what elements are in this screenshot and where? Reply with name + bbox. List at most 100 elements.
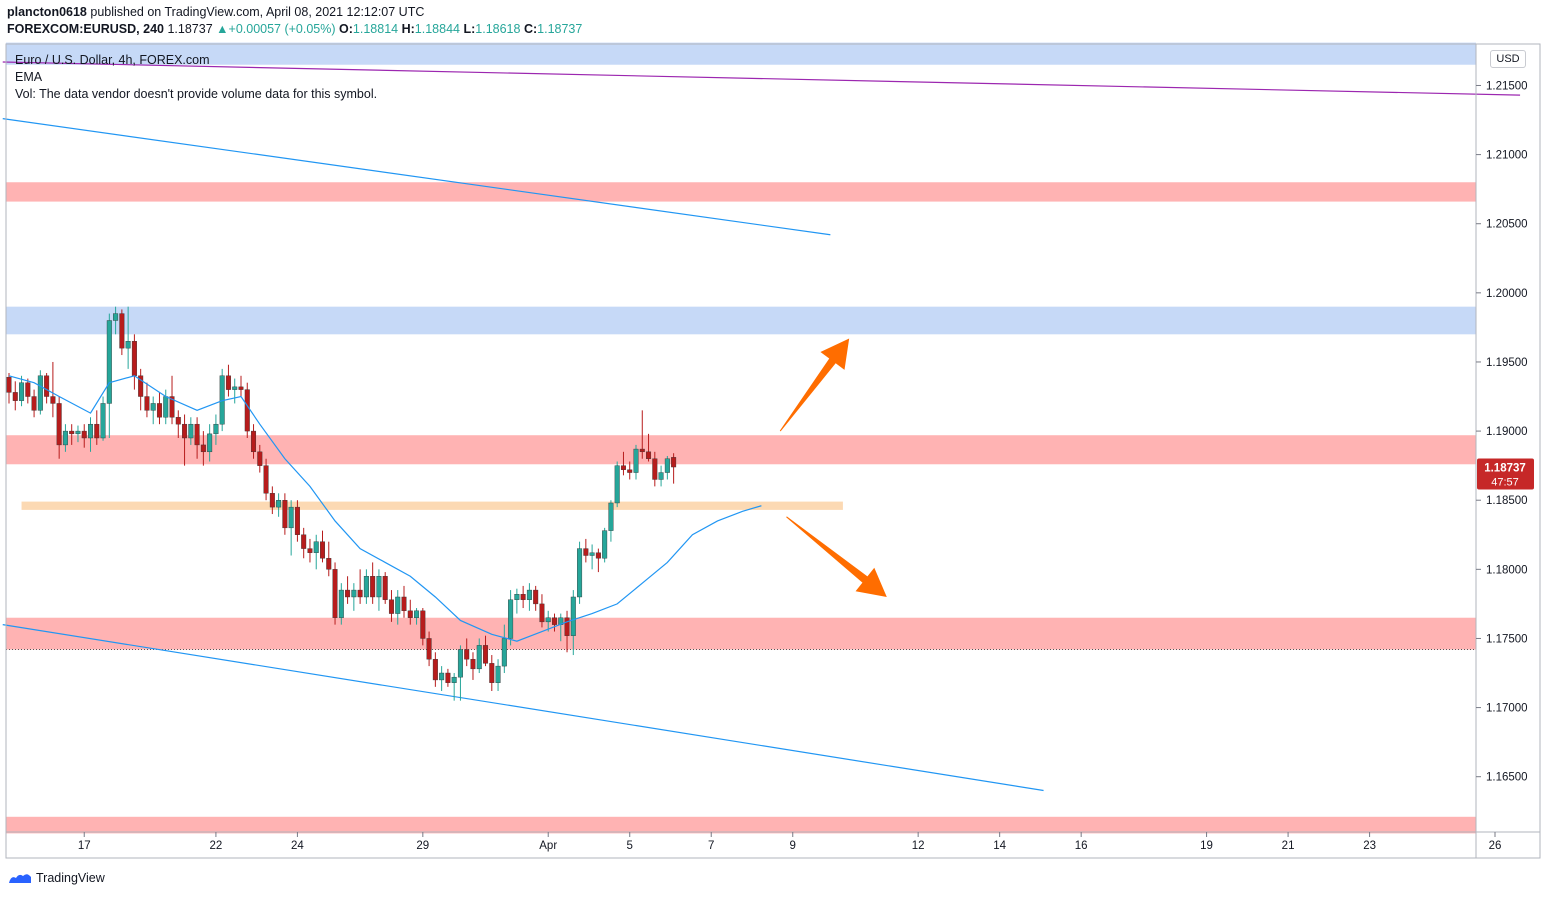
candle-body <box>150 403 156 411</box>
candle-body <box>501 638 507 667</box>
time-tick-label: 16 <box>1075 840 1088 852</box>
candle-body <box>338 589 344 618</box>
candle-body <box>658 472 664 480</box>
close-value: 1.18737 <box>537 22 583 36</box>
arrow-layer <box>779 338 887 597</box>
time-tick-label: 19 <box>1200 840 1213 852</box>
candle-body <box>81 430 87 439</box>
price-tick-label: 1.17500 <box>1486 633 1528 645</box>
candle-body <box>370 576 376 598</box>
candle-body <box>476 645 482 670</box>
candle-body <box>533 589 539 605</box>
candle-body <box>420 610 426 639</box>
candle-body <box>357 589 363 598</box>
time-tick-label: 29 <box>416 840 429 852</box>
candle-body <box>577 548 583 598</box>
legend-volume: Vol: The data vendor doesn't provide vol… <box>15 87 378 101</box>
price-tick-label: 1.17000 <box>1486 703 1528 715</box>
candle-body <box>627 469 633 473</box>
chart-frame <box>5 43 1541 859</box>
legend-ema[interactable]: EMA <box>15 70 43 84</box>
candle-body <box>508 599 514 639</box>
publisher-name[interactable]: plancton0618 <box>7 5 87 19</box>
red-zone-5[interactable] <box>6 617 1476 650</box>
candle-body <box>395 596 401 614</box>
footer-brand[interactable]: TradingView <box>8 871 105 885</box>
arrow-down-icon[interactable] <box>786 516 887 597</box>
red-zone-1[interactable] <box>6 182 1476 202</box>
price-tick-label: 1.18000 <box>1486 564 1528 576</box>
orange-zone-4[interactable] <box>21 501 843 510</box>
price-axis: 1.16500 1.17000 1.17500 1.18000 1.18500 1.190… <box>1476 80 1528 784</box>
chart-border <box>5 43 1541 859</box>
time-tick-label: 26 <box>1489 840 1502 852</box>
candle-layer <box>6 306 677 701</box>
candle-body <box>188 423 194 439</box>
candle-body <box>583 548 589 556</box>
blue-trendline-1[interactable] <box>2 118 831 236</box>
candle-body <box>207 433 213 453</box>
last-price-tag: 1.18737 47:57 <box>1477 458 1534 490</box>
candle-body <box>288 506 294 529</box>
candle-body <box>25 382 31 397</box>
candle-body <box>495 665 501 683</box>
low-label: L: <box>463 22 476 36</box>
candle-body <box>119 313 125 349</box>
blue-zone-2[interactable] <box>6 306 1476 335</box>
time-tick-label: 9 <box>790 840 796 852</box>
blue-zone-0[interactable] <box>6 42 1476 65</box>
candle-body <box>307 548 313 553</box>
candle-body <box>539 603 545 623</box>
candle-body <box>56 403 62 446</box>
time-tick-label: 22 <box>210 840 223 852</box>
price-tick-label: 1.18500 <box>1486 495 1528 507</box>
candle-body <box>564 617 570 636</box>
candle-body <box>200 444 206 453</box>
candle-body <box>351 589 357 598</box>
red-zone-6[interactable] <box>6 816 1476 834</box>
blue-trendline-2[interactable] <box>2 624 1044 792</box>
price-tick-label: 1.21500 <box>1486 80 1528 92</box>
candle-body <box>664 458 670 473</box>
price-tick-label: 1.19500 <box>1486 357 1528 369</box>
close-label: C: <box>523 22 538 36</box>
candle-body <box>169 396 175 418</box>
arrow-up-icon[interactable] <box>779 338 850 432</box>
red-zone-3[interactable] <box>6 435 1476 465</box>
candle-body <box>551 617 557 625</box>
high-label: H: <box>401 22 415 36</box>
zone-layer <box>6 42 1476 834</box>
candle-body <box>269 493 275 508</box>
time-tick-label: Apr <box>539 840 557 852</box>
time-tick-label: 12 <box>912 840 925 852</box>
candle-body <box>320 541 326 559</box>
candle-body <box>426 638 432 660</box>
candle-body <box>106 320 112 404</box>
candle-body <box>432 658 438 681</box>
candle-body <box>138 375 144 397</box>
price-tag-box <box>1477 458 1534 490</box>
candle-body <box>414 610 420 618</box>
ema-line[interactable] <box>8 375 762 642</box>
candle-body <box>301 534 307 549</box>
candle-body <box>589 552 595 556</box>
price-tag-value: 1.18737 <box>1484 462 1526 474</box>
candle-body <box>439 672 445 681</box>
currency-button[interactable]: USD <box>1490 50 1526 68</box>
tradingview-logo-icon <box>9 874 31 883</box>
candle-body <box>595 552 601 559</box>
low-value: 1.18618 <box>475 22 521 36</box>
candle-body <box>263 465 269 494</box>
candle-body <box>489 663 495 683</box>
purple-trendline-0[interactable] <box>2 61 1521 96</box>
candle-body <box>244 389 250 432</box>
candle-body <box>464 649 470 660</box>
candle-body <box>156 403 162 418</box>
candle-body <box>182 423 188 439</box>
price-tag-countdown: 47:57 <box>1491 476 1519 488</box>
time-tick-label: 24 <box>291 840 304 852</box>
candle-body <box>251 430 257 453</box>
candle-body <box>470 658 476 670</box>
candle-body <box>144 396 150 411</box>
